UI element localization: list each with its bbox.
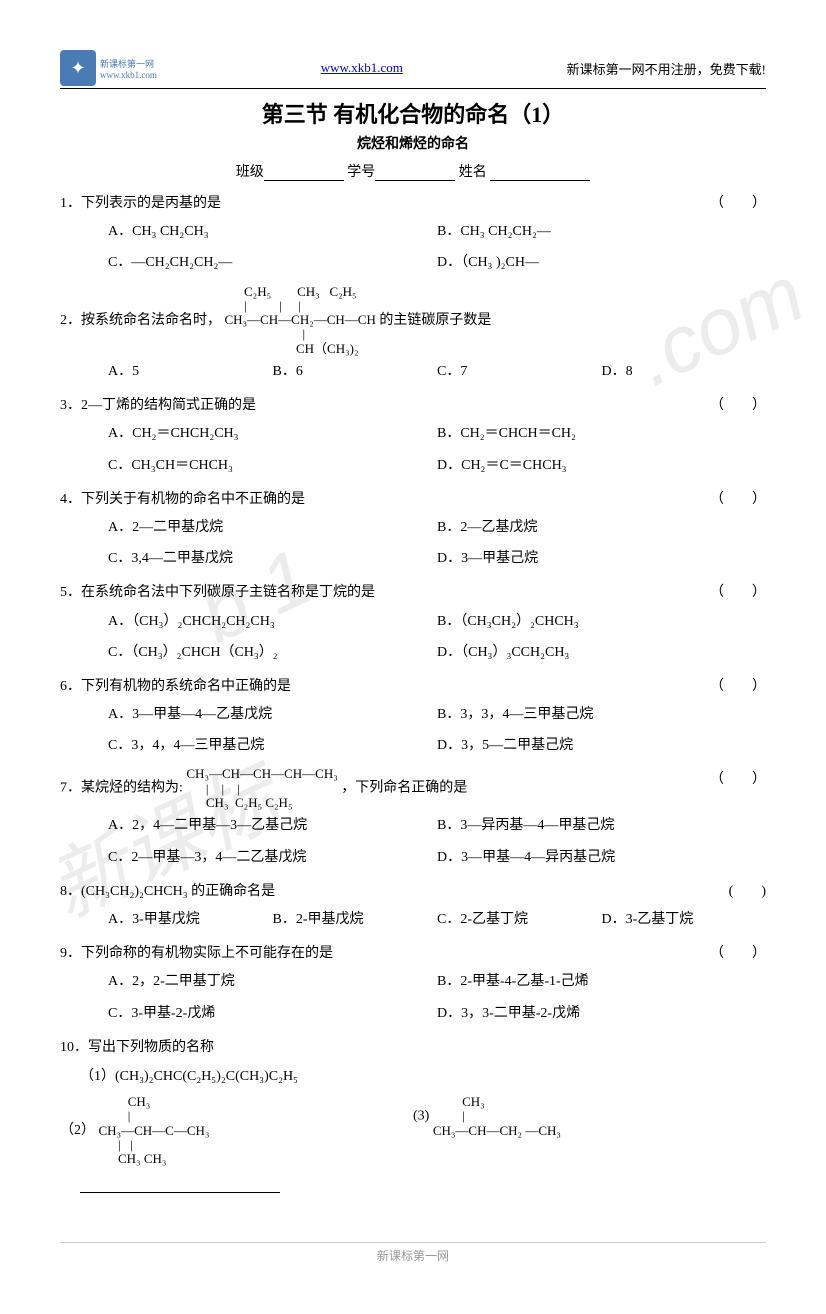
q3-opt-b: B．CH₂＝CHCH＝CH₂ <box>437 421 766 446</box>
q3-opt-d: D．CH₂＝C＝CHCH₃ <box>437 453 766 478</box>
question-7: 7．某烷烃的结构为: CH₃—CH—CH—CH—CH₃ | | | CH₃ C₂… <box>60 767 766 872</box>
q10-text: 10．写出下列物质的名称 <box>60 1035 766 1060</box>
question-2: 2．按系统命名法命名时， C₂H₅ CH₃ C₂H₅ | | | CH₃—CH—… <box>60 285 766 388</box>
page-subtitle: 烷烃和烯烃的命名 <box>60 133 766 153</box>
q3-opt-c: C．CH₃CH＝CHCH₃ <box>108 453 437 478</box>
q4-opt-a: A．2—二甲基戊烷 <box>108 515 437 540</box>
q1-opt-b: B．CH₃ CH₂CH₂— <box>437 219 766 244</box>
q7-structure: CH₃—CH—CH—CH—CH₃ | | | CH₃ C₂H₅ C₂H₅ <box>186 767 337 810</box>
q7-opt-a: A．2，4—二甲基—3—乙基己烷 <box>108 813 437 838</box>
q8-opt-d: D．3-乙基丁烷 <box>602 907 767 932</box>
q7-suffix: ，下列命名正确的是 <box>341 781 467 796</box>
q3-opt-a: A．CH₂＝CHCH₂CH₃ <box>108 421 437 446</box>
page-header: ✦ 新课标第一网 www.xkb1.com www.xkb1.com 新课标第一… <box>60 50 766 89</box>
label-class: 班级 <box>236 165 264 180</box>
answer-paren: （ ） <box>710 487 766 512</box>
q2-opt-b: B．6 <box>273 359 438 384</box>
q2-opt-a: A．5 <box>108 359 273 384</box>
q10-part1: （1）(CH₃)₂CHC(C₂H₅)₂C(CH₃)C₂H₅ <box>80 1064 766 1089</box>
q8-text: 8．(CH₃CH₂)₂CHCH₃ 的正确命名是 <box>60 879 275 904</box>
q2-opt-d: D．8 <box>602 359 767 384</box>
answer-paren: ( ) <box>729 879 766 904</box>
q6-opt-d: D．3，5—二甲基己烷 <box>437 733 766 758</box>
q4-text: 4．下列关于有机物的命名中不正确的是 <box>60 487 305 512</box>
q7-prefix: 7．某烷烃的结构为: <box>60 781 183 796</box>
answer-paren: （ ） <box>710 393 766 418</box>
logo: ✦ 新课标第一网 www.xkb1.com <box>60 50 157 86</box>
page-footer: 新课标第一网 <box>60 1242 766 1264</box>
q1-opt-c: C．—CH₂CH₂CH₂— <box>108 250 437 275</box>
header-link[interactable]: www.xkb1.com <box>321 60 403 76</box>
question-6: 6．下列有机物的系统命名中正确的是 （ ） A．3—甲基—4—乙基戊烷 B．3，3… <box>60 674 766 762</box>
info-row: 班级 学号 姓名 <box>60 161 766 181</box>
q9-opt-d: D．3，3-二甲基-2-戊烯 <box>437 1001 766 1026</box>
q2-suffix: 的主链碳原子数是 <box>379 313 491 328</box>
q4-opt-b: B．2—乙基戊烷 <box>437 515 766 540</box>
q7-opt-c: C．2—甲基—3，4—二乙基戊烷 <box>108 845 437 870</box>
q3-text: 3．2—丁烯的结构简式正确的是 <box>60 393 256 418</box>
logo-text-top: 新课标第一网 <box>100 57 157 70</box>
fill-blank <box>80 1179 280 1193</box>
q1-opt-d: D．（CH₃ )₂CH— <box>437 250 766 275</box>
question-10: 10．写出下列物质的名称 （1）(CH₃)₂CHC(C₂H₅)₂C(CH₃)C₂… <box>60 1035 766 1202</box>
q7-opt-b: B．3—异丙基—4—甲基己烷 <box>437 813 766 838</box>
q4-opt-c: C．3,4—二甲基戊烷 <box>108 546 437 571</box>
q7-opt-d: D．3—甲基—4—异丙基己烷 <box>437 845 766 870</box>
q1-text: 1．下列表示的是丙基的是 <box>60 191 221 216</box>
logo-text-bottom: www.xkb1.com <box>100 70 157 80</box>
q5-opt-b: B．（CH₃CH₂）₂CHCH₃ <box>437 609 766 634</box>
q9-opt-a: A．2，2-二甲基丁烷 <box>108 969 437 994</box>
question-5: 5．在系统命名法中下列碳原子主链名称是丁烷的是 （ ） A．（CH₃）₂CHCH₂… <box>60 580 766 668</box>
q10-part2: （2） CH₃ | CH₃—CH—C—CH₃ | | CH₃ CH₃ <box>60 1095 413 1166</box>
answer-paren: （ ） <box>710 580 766 605</box>
q1-opt-a: A．CH₃ CH₂CH₃ <box>108 219 437 244</box>
q8-opt-c: C．2-乙基丁烷 <box>437 907 602 932</box>
q5-opt-a: A．（CH₃）₂CHCH₂CH₂CH₃ <box>108 609 437 634</box>
answer-paren: （ ） <box>710 941 766 966</box>
q6-text: 6．下列有机物的系统命名中正确的是 <box>60 674 291 699</box>
q6-opt-c: C．3，4，4—三甲基己烷 <box>108 733 437 758</box>
q2-structure: C₂H₅ CH₃ C₂H₅ | | | CH₃—CH—CH₂—CH—CH | C… <box>225 285 376 356</box>
q9-opt-c: C．3-甲基-2-戊烯 <box>108 1001 437 1026</box>
question-9: 9．下列命称的有机物实际上不可能存在的是 （ ） A．2，2-二甲基丁烷 B．2-… <box>60 941 766 1029</box>
q2-opt-c: C．7 <box>437 359 602 384</box>
q2-prefix: 2．按系统命名法命名时， <box>60 313 221 328</box>
q5-text: 5．在系统命名法中下列碳原子主链名称是丁烷的是 <box>60 580 375 605</box>
q8-opt-a: A．3-甲基戊烷 <box>108 907 273 932</box>
q9-opt-b: B．2-甲基-4-乙基-1-己烯 <box>437 969 766 994</box>
q10-part3: (3) CH₃ | CH₃—CH—CH₂ —CH₃ <box>413 1095 766 1166</box>
question-4: 4．下列关于有机物的命名中不正确的是 （ ） A．2—二甲基戊烷 B．2—乙基戊烷… <box>60 487 766 575</box>
header-right-text: 新课标第一网不用注册，免费下载! <box>567 59 766 78</box>
q6-opt-a: A．3—甲基—4—乙基戊烷 <box>108 702 437 727</box>
q8-opt-b: B．2-甲基戊烷 <box>273 907 438 932</box>
q5-opt-d: D．（CH₃）₃CCH₂CH₃ <box>437 640 766 665</box>
page-title: 第三节 有机化合物的命名（1） <box>60 97 766 129</box>
answer-paren: （ ） <box>710 767 766 810</box>
q4-opt-d: D．3—甲基己烷 <box>437 546 766 571</box>
question-8: 8．(CH₃CH₂)₂CHCH₃ 的正确命名是 ( ) A．3-甲基戊烷 B．2-… <box>60 879 766 935</box>
question-3: 3．2—丁烯的结构简式正确的是 （ ） A．CH₂＝CHCH₂CH₃ B．CH₂＝… <box>60 393 766 481</box>
label-id: 学号 <box>347 165 375 180</box>
label-name: 姓名 <box>459 165 487 180</box>
logo-icon: ✦ <box>60 50 96 86</box>
answer-paren: （ ） <box>710 191 766 216</box>
question-1: 1．下列表示的是丙基的是 （ ） A．CH₃ CH₂CH₃ B．CH₃ CH₂CH… <box>60 191 766 279</box>
answer-paren: （ ） <box>710 674 766 699</box>
q9-text: 9．下列命称的有机物实际上不可能存在的是 <box>60 941 333 966</box>
q5-opt-c: C．（CH₃）₂CHCH（CH₃）₂ <box>108 640 437 665</box>
q6-opt-b: B．3，3，4—三甲基己烷 <box>437 702 766 727</box>
